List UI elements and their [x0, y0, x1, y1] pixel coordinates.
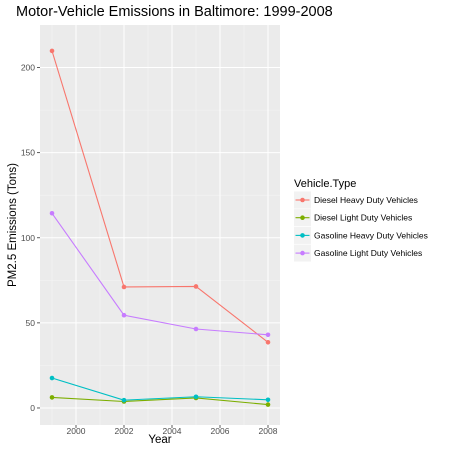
data-point-gasoline-heavy-duty-vehicles — [265, 397, 271, 403]
legend: Vehicle.Type Diesel Heavy Duty Vehicles D… — [294, 178, 428, 262]
data-point-diesel-heavy-duty-vehicles — [265, 339, 271, 345]
y-axis-title: PM2.5 Emissions (Tons) — [7, 163, 19, 287]
series-line-gasoline-heavy-duty-vehicles — [51, 377, 269, 401]
legend-label-gasoline-heavy-duty-vehicles: Gasoline Heavy Duty Vehicles — [314, 230, 428, 240]
y-axis: 0 50 100 150 200 — [21, 63, 40, 413]
y-tick-label: 50 — [26, 318, 36, 328]
legend-label-gasoline-light-duty-vehicles: Gasoline Light Duty Vehicles — [314, 248, 422, 258]
series-line-diesel-heavy-duty-vehicles — [51, 50, 269, 343]
legend-key-point — [300, 215, 305, 220]
data-point-diesel-light-duty-vehicles — [265, 402, 271, 407]
data-point-gasoline-light-duty-vehicles — [265, 332, 271, 338]
chart-title: Motor-Vehicle Emissions in Baltimore: 19… — [16, 4, 333, 20]
x-tick-label: 2008 — [259, 426, 278, 436]
grid-lines — [40, 25, 280, 425]
data-point-gasoline-heavy-duty-vehicles — [193, 394, 199, 400]
data-point-gasoline-heavy-duty-vehicles — [49, 375, 55, 381]
x-axis-title: Year — [148, 434, 171, 446]
data-point-diesel-heavy-duty-vehicles — [193, 284, 199, 289]
series-line-diesel-light-duty-vehicles — [51, 396, 269, 406]
x-tick-label: 2002 — [115, 426, 134, 436]
y-tick-label: 150 — [21, 148, 35, 158]
data-point-gasoline-light-duty-vehicles — [49, 210, 55, 216]
data-point-diesel-heavy-duty-vehicles — [49, 48, 55, 54]
series-line-gasoline-light-duty-vehicles — [51, 212, 269, 336]
x-tick-label: 2006 — [211, 426, 230, 436]
legend-label-diesel-light-duty-vehicles: Diesel Light Duty Vehicles — [314, 213, 412, 223]
y-tick-label: 200 — [21, 63, 35, 73]
x-tick-label: 2004 — [163, 426, 182, 436]
data-point-diesel-light-duty-vehicles — [49, 395, 55, 400]
plot-panel — [40, 25, 280, 425]
data-point-diesel-heavy-duty-vehicles — [121, 284, 127, 290]
data-series — [49, 48, 271, 407]
data-point-gasoline-light-duty-vehicles — [193, 326, 199, 332]
x-axis: 2000 2002 2004 2006 2008 — [67, 425, 278, 436]
x-tick-label: 2000 — [67, 426, 86, 436]
data-point-gasoline-heavy-duty-vehicles — [121, 397, 127, 403]
legend-title: Vehicle.Type — [294, 178, 356, 190]
legend-key-point — [300, 250, 305, 256]
legend-key-point — [300, 197, 305, 203]
legend-label-diesel-heavy-duty-vehicles: Diesel Heavy Duty Vehicles — [314, 195, 418, 205]
legend-key-point — [300, 233, 305, 238]
data-point-gasoline-light-duty-vehicles — [121, 312, 127, 318]
y-tick-label: 100 — [21, 233, 35, 243]
y-tick-label: 0 — [30, 403, 35, 413]
